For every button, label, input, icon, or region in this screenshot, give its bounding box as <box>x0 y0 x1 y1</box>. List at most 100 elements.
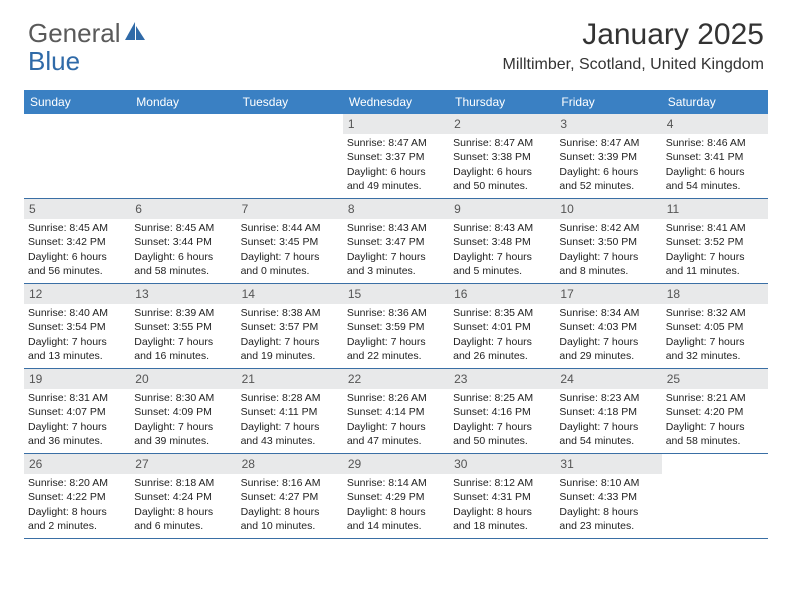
day-cell: 24Sunrise: 8:23 AMSunset: 4:18 PMDayligh… <box>555 369 661 453</box>
daylight-text: Daylight: 7 hours and 54 minutes. <box>559 420 657 448</box>
sunset-text: Sunset: 4:24 PM <box>134 490 232 504</box>
day-number: 9 <box>449 199 555 219</box>
sunrise-text: Sunrise: 8:34 AM <box>559 306 657 320</box>
daylight-text: Daylight: 6 hours and 58 minutes. <box>134 250 232 278</box>
sunset-text: Sunset: 3:45 PM <box>241 235 339 249</box>
sunrise-text: Sunrise: 8:45 AM <box>28 221 126 235</box>
calendar: SundayMondayTuesdayWednesdayThursdayFrid… <box>24 90 768 539</box>
sunrise-text: Sunrise: 8:39 AM <box>134 306 232 320</box>
weekday-tuesday: Tuesday <box>237 90 343 114</box>
daylight-text: Daylight: 7 hours and 19 minutes. <box>241 335 339 363</box>
sunrise-text: Sunrise: 8:45 AM <box>134 221 232 235</box>
weekday-wednesday: Wednesday <box>343 90 449 114</box>
day-number: 5 <box>24 199 130 219</box>
day-cell: 7Sunrise: 8:44 AMSunset: 3:45 PMDaylight… <box>237 199 343 283</box>
sunset-text: Sunset: 3:59 PM <box>347 320 445 334</box>
day-info: Sunrise: 8:14 AMSunset: 4:29 PMDaylight:… <box>343 476 449 537</box>
day-cell: 28Sunrise: 8:16 AMSunset: 4:27 PMDayligh… <box>237 454 343 538</box>
sunset-text: Sunset: 3:41 PM <box>666 150 764 164</box>
day-cell: 6Sunrise: 8:45 AMSunset: 3:44 PMDaylight… <box>130 199 236 283</box>
daylight-text: Daylight: 7 hours and 39 minutes. <box>134 420 232 448</box>
day-number: 24 <box>555 369 661 389</box>
sunset-text: Sunset: 4:20 PM <box>666 405 764 419</box>
day-info: Sunrise: 8:32 AMSunset: 4:05 PMDaylight:… <box>662 306 768 367</box>
week-row: 19Sunrise: 8:31 AMSunset: 4:07 PMDayligh… <box>24 369 768 454</box>
day-info: Sunrise: 8:42 AMSunset: 3:50 PMDaylight:… <box>555 221 661 282</box>
day-number: 19 <box>24 369 130 389</box>
daylight-text: Daylight: 7 hours and 50 minutes. <box>453 420 551 448</box>
day-number: 13 <box>130 284 236 304</box>
daylight-text: Daylight: 7 hours and 0 minutes. <box>241 250 339 278</box>
sunset-text: Sunset: 3:50 PM <box>559 235 657 249</box>
sunrise-text: Sunrise: 8:36 AM <box>347 306 445 320</box>
day-info: Sunrise: 8:40 AMSunset: 3:54 PMDaylight:… <box>24 306 130 367</box>
daylight-text: Daylight: 7 hours and 16 minutes. <box>134 335 232 363</box>
day-info: Sunrise: 8:46 AMSunset: 3:41 PMDaylight:… <box>662 136 768 197</box>
day-info: Sunrise: 8:30 AMSunset: 4:09 PMDaylight:… <box>130 391 236 452</box>
day-number: 31 <box>555 454 661 474</box>
sunrise-text: Sunrise: 8:26 AM <box>347 391 445 405</box>
daylight-text: Daylight: 8 hours and 23 minutes. <box>559 505 657 533</box>
logo-text-general: General <box>28 18 121 49</box>
daylight-text: Daylight: 8 hours and 6 minutes. <box>134 505 232 533</box>
day-info: Sunrise: 8:31 AMSunset: 4:07 PMDaylight:… <box>24 391 130 452</box>
day-info: Sunrise: 8:35 AMSunset: 4:01 PMDaylight:… <box>449 306 555 367</box>
day-info: Sunrise: 8:39 AMSunset: 3:55 PMDaylight:… <box>130 306 236 367</box>
day-cell: 29Sunrise: 8:14 AMSunset: 4:29 PMDayligh… <box>343 454 449 538</box>
sunrise-text: Sunrise: 8:35 AM <box>453 306 551 320</box>
daylight-text: Daylight: 8 hours and 10 minutes. <box>241 505 339 533</box>
weekday-monday: Monday <box>130 90 236 114</box>
sunrise-text: Sunrise: 8:43 AM <box>347 221 445 235</box>
sunset-text: Sunset: 4:16 PM <box>453 405 551 419</box>
day-number: 2 <box>449 114 555 134</box>
sunset-text: Sunset: 4:31 PM <box>453 490 551 504</box>
daylight-text: Daylight: 7 hours and 13 minutes. <box>28 335 126 363</box>
daylight-text: Daylight: 7 hours and 36 minutes. <box>28 420 126 448</box>
sunset-text: Sunset: 4:14 PM <box>347 405 445 419</box>
daylight-text: Daylight: 6 hours and 52 minutes. <box>559 165 657 193</box>
day-cell: 10Sunrise: 8:42 AMSunset: 3:50 PMDayligh… <box>555 199 661 283</box>
sunrise-text: Sunrise: 8:31 AM <box>28 391 126 405</box>
day-info: Sunrise: 8:21 AMSunset: 4:20 PMDaylight:… <box>662 391 768 452</box>
sunset-text: Sunset: 4:05 PM <box>666 320 764 334</box>
sunrise-text: Sunrise: 8:16 AM <box>241 476 339 490</box>
day-cell: 11Sunrise: 8:41 AMSunset: 3:52 PMDayligh… <box>662 199 768 283</box>
daylight-text: Daylight: 7 hours and 26 minutes. <box>453 335 551 363</box>
location: Milltimber, Scotland, United Kingdom <box>503 56 764 74</box>
day-number: 3 <box>555 114 661 134</box>
sunset-text: Sunset: 4:11 PM <box>241 405 339 419</box>
daylight-text: Daylight: 6 hours and 54 minutes. <box>666 165 764 193</box>
day-cell: 18Sunrise: 8:32 AMSunset: 4:05 PMDayligh… <box>662 284 768 368</box>
day-info: Sunrise: 8:10 AMSunset: 4:33 PMDaylight:… <box>555 476 661 537</box>
day-cell: 30Sunrise: 8:12 AMSunset: 4:31 PMDayligh… <box>449 454 555 538</box>
day-cell <box>662 454 768 538</box>
sunrise-text: Sunrise: 8:28 AM <box>241 391 339 405</box>
daylight-text: Daylight: 8 hours and 18 minutes. <box>453 505 551 533</box>
sunset-text: Sunset: 3:52 PM <box>666 235 764 249</box>
sunset-text: Sunset: 3:42 PM <box>28 235 126 249</box>
sunset-text: Sunset: 4:22 PM <box>28 490 126 504</box>
sunrise-text: Sunrise: 8:47 AM <box>453 136 551 150</box>
day-info: Sunrise: 8:47 AMSunset: 3:39 PMDaylight:… <box>555 136 661 197</box>
day-cell: 13Sunrise: 8:39 AMSunset: 3:55 PMDayligh… <box>130 284 236 368</box>
sunset-text: Sunset: 3:54 PM <box>28 320 126 334</box>
sunset-text: Sunset: 4:03 PM <box>559 320 657 334</box>
month-title: January 2025 <box>503 18 764 52</box>
day-cell: 20Sunrise: 8:30 AMSunset: 4:09 PMDayligh… <box>130 369 236 453</box>
day-cell: 2Sunrise: 8:47 AMSunset: 3:38 PMDaylight… <box>449 114 555 198</box>
daylight-text: Daylight: 6 hours and 50 minutes. <box>453 165 551 193</box>
daylight-text: Daylight: 7 hours and 3 minutes. <box>347 250 445 278</box>
sunset-text: Sunset: 3:57 PM <box>241 320 339 334</box>
day-info: Sunrise: 8:26 AMSunset: 4:14 PMDaylight:… <box>343 391 449 452</box>
sunset-text: Sunset: 3:39 PM <box>559 150 657 164</box>
day-number: 30 <box>449 454 555 474</box>
day-number: 16 <box>449 284 555 304</box>
week-row: 12Sunrise: 8:40 AMSunset: 3:54 PMDayligh… <box>24 284 768 369</box>
sunrise-text: Sunrise: 8:30 AM <box>134 391 232 405</box>
day-number: 15 <box>343 284 449 304</box>
sunrise-text: Sunrise: 8:38 AM <box>241 306 339 320</box>
sunrise-text: Sunrise: 8:40 AM <box>28 306 126 320</box>
day-cell: 3Sunrise: 8:47 AMSunset: 3:39 PMDaylight… <box>555 114 661 198</box>
day-info: Sunrise: 8:36 AMSunset: 3:59 PMDaylight:… <box>343 306 449 367</box>
day-cell: 8Sunrise: 8:43 AMSunset: 3:47 PMDaylight… <box>343 199 449 283</box>
